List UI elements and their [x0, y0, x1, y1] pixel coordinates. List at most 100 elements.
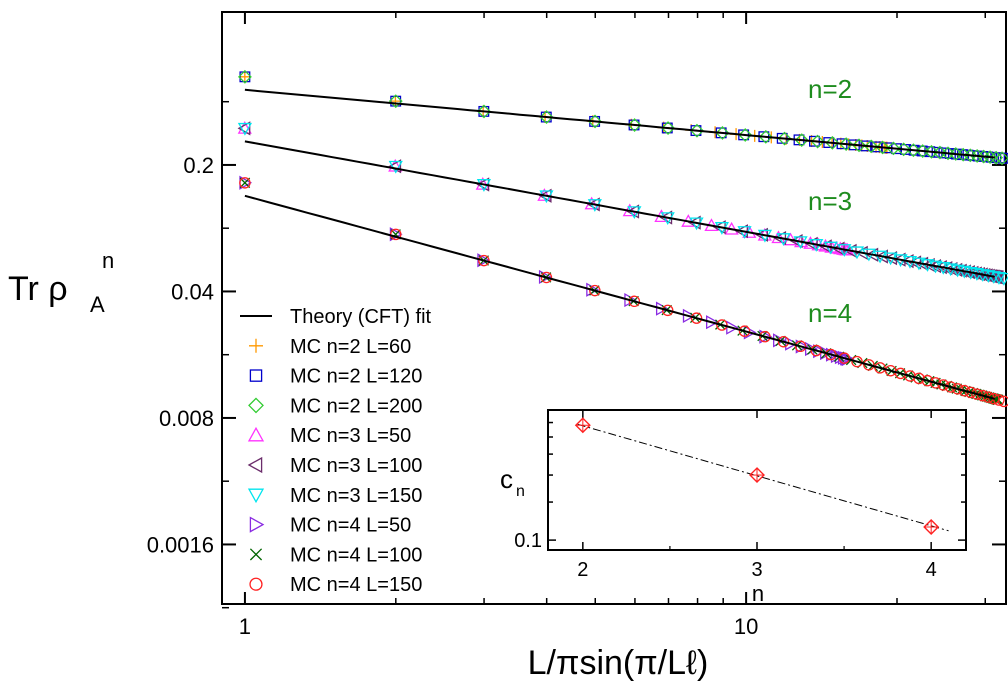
diamond-marker [238, 69, 252, 84]
diamond-marker [248, 397, 264, 414]
legend-label: MC n=2 L=200 [290, 395, 422, 417]
triangle-up-marker [247, 426, 265, 442]
inset-x-tick-label: 3 [751, 559, 762, 581]
triangle-left-marker [237, 121, 251, 136]
diamond-marker [864, 139, 879, 154]
legend-label: Theory (CFT) fit [290, 306, 432, 328]
cross-marker [249, 548, 263, 561]
legend-label: MC n=2 L=120 [290, 366, 422, 388]
circle-marker [993, 394, 1005, 406]
circle-marker [628, 295, 641, 308]
annotation-n2: n=2 [808, 74, 852, 104]
diamond-marker [388, 94, 403, 109]
legend-label: MC n=4 L=150 [290, 574, 422, 596]
circle-marker [929, 377, 942, 389]
triangle-down-marker [388, 160, 403, 174]
annotation-n4: n=4 [808, 298, 852, 328]
diamond-marker [875, 140, 890, 155]
y-tick-label: 0.2 [183, 153, 214, 178]
diamond-marker [886, 141, 901, 156]
plot-frame [221, 11, 1007, 605]
inset-x-tick-label: 4 [926, 559, 937, 581]
inset-fit-line [577, 423, 949, 532]
circle-marker [690, 312, 703, 324]
triangle-right-marker [538, 269, 552, 285]
inset-y-axis-label-sub: n [516, 483, 525, 500]
triangle-right-marker [477, 253, 491, 268]
inset-x-axis-label: n [752, 581, 764, 606]
legend-label: MC n=4 L=100 [290, 544, 422, 566]
square-marker [249, 369, 263, 382]
diamond-marker [924, 144, 939, 159]
x-tick-label: 1 [239, 614, 251, 639]
triangle-right-marker [249, 516, 265, 533]
diamond-marker [627, 118, 642, 132]
circle-marker [998, 395, 1008, 408]
inset-y-axis-label: c [500, 464, 513, 494]
diamond-marker [825, 135, 840, 150]
triangle-down-marker [986, 271, 1001, 284]
series-circle [239, 177, 1008, 408]
diamond-marker [738, 128, 753, 142]
circle-marker [759, 330, 771, 343]
triangle-right-marker [706, 315, 719, 330]
fit-line-n2 [244, 88, 995, 159]
circle-marker [851, 355, 863, 368]
circle-marker [540, 271, 553, 284]
x-axis-label: L/πsin(π/Lℓ) [528, 644, 709, 682]
circle-marker [794, 340, 807, 353]
circle-marker [777, 335, 790, 348]
diamond-marker [661, 121, 675, 135]
legend-label: MC n=3 L=150 [290, 485, 422, 507]
circle-marker [951, 383, 964, 395]
annotation-n3: n=3 [808, 186, 852, 216]
triangle-left-marker [247, 456, 263, 474]
diamond-marker [794, 133, 809, 148]
diamond-marker [852, 138, 866, 153]
circle-marker [478, 254, 490, 267]
legend-label: MC n=4 L=50 [290, 515, 411, 537]
circle-marker [921, 374, 934, 387]
diamond-marker [915, 144, 930, 158]
diamond-marker [477, 104, 491, 119]
triangle-down-marker [991, 272, 1007, 285]
diamond-marker [896, 142, 911, 157]
circle-marker [937, 379, 949, 391]
diamond-marker [983, 150, 997, 165]
circle-marker [982, 391, 995, 403]
circle-marker [838, 352, 851, 364]
inset-plot: 2 3 40.1nc n [500, 409, 967, 606]
diamond-marker [976, 149, 991, 164]
plus-marker [249, 338, 263, 353]
legend-label: MC n=3 L=100 [290, 455, 422, 477]
circle-marker [913, 372, 925, 385]
circle-marker [825, 348, 837, 361]
circle-marker [977, 389, 989, 402]
square-marker [390, 95, 402, 107]
triangle-down-marker [237, 122, 253, 136]
triangle-down-marker [247, 488, 265, 504]
y-axis-label-sub: A [90, 292, 105, 317]
circle-marker [716, 319, 728, 331]
y-axis-label-sup: n [102, 248, 114, 273]
y-tick-label: 0.04 [171, 279, 214, 304]
x-tick-label: 10 [734, 614, 758, 639]
triangle-right-marker [785, 336, 798, 351]
main-plot: 1 10 0.2 0.04 0.008 0.0016 n=2 n=3 n=4 [147, 11, 1008, 639]
y-tick-label: 0.0016 [147, 532, 214, 557]
circle-marker [810, 344, 822, 357]
diamond-marker [588, 114, 602, 129]
diamond-marker [539, 110, 554, 124]
diamond-marker [690, 123, 704, 138]
triangle-down-marker [996, 272, 1008, 286]
diamond-marker [989, 150, 1004, 165]
diamond-marker [777, 131, 792, 146]
circle-marker [738, 325, 751, 337]
circle-marker [661, 304, 674, 317]
fit-line-n3 [244, 140, 995, 278]
legend: Theory (CFT) fit MC n=2 L=60 MC n=2 L=120 M… [240, 306, 432, 596]
y-axis-label-main: Tr ρ [8, 270, 68, 308]
circle-marker [589, 284, 601, 297]
